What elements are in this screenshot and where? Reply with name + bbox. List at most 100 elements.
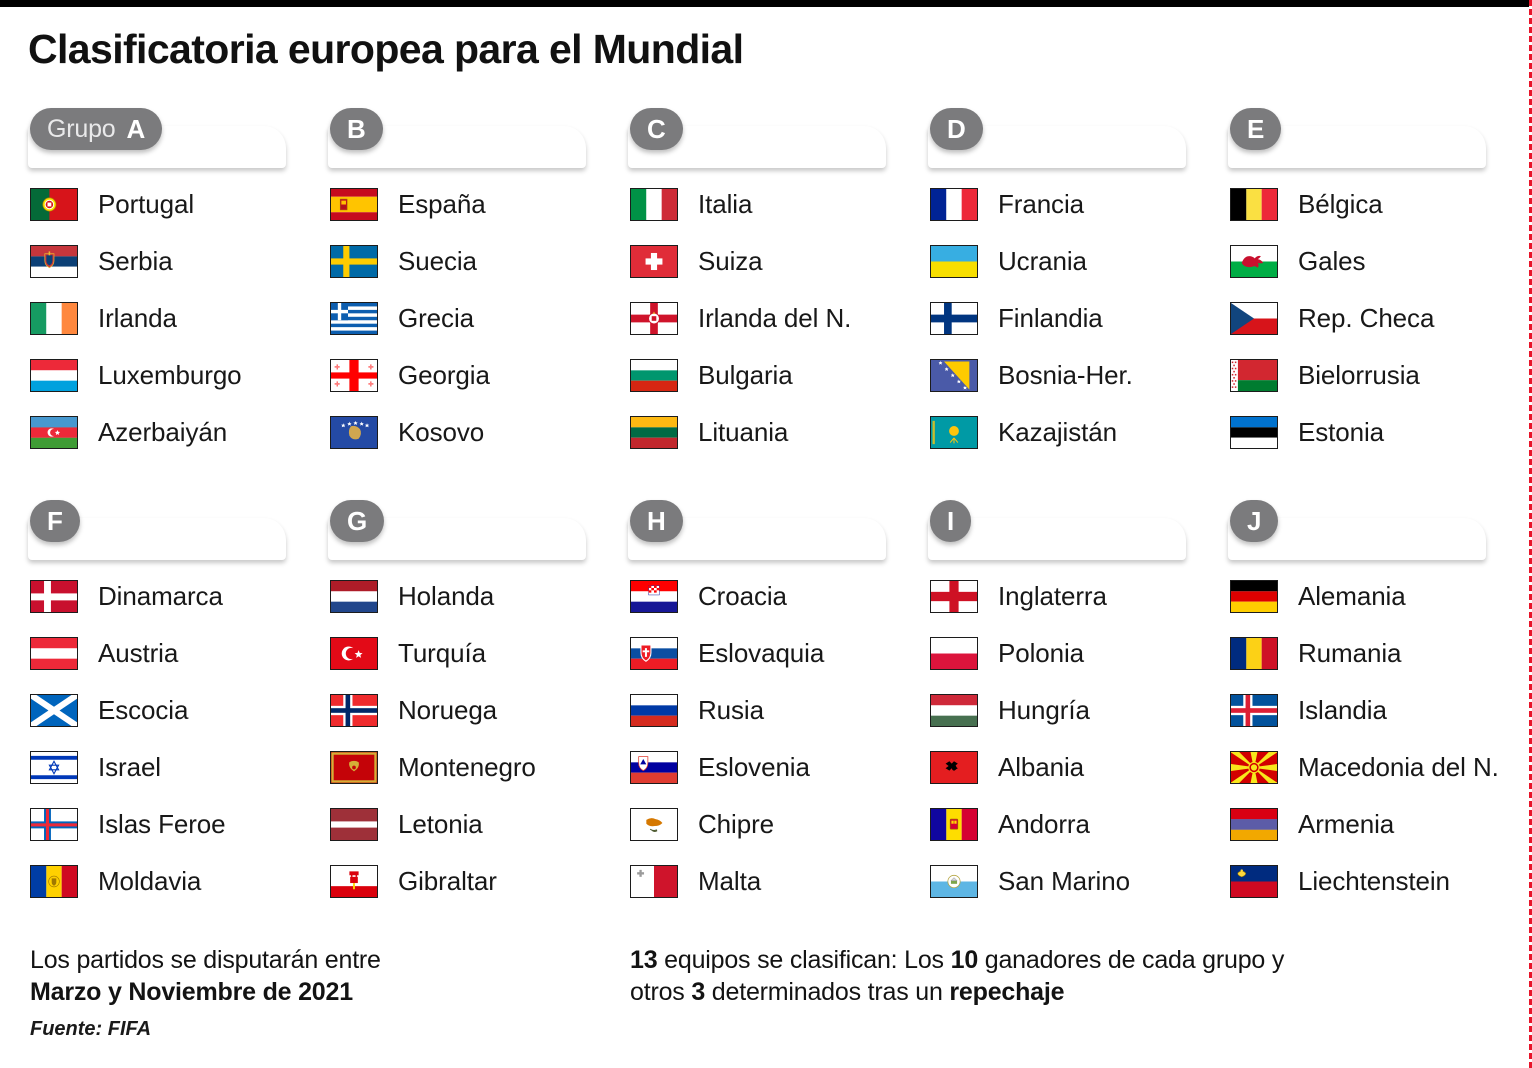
team-row[interactable]: Luxemburgo [0,347,300,404]
team-row[interactable]: Armenia [1200,796,1500,853]
team-row[interactable]: Moldavia [0,853,300,910]
flag-icon-al [930,751,978,784]
group-d: D Francia Ucrania Finlandia Bosnia-Her. Kazaj… [900,108,1200,449]
team-name: Escocia [98,695,189,725]
team-row[interactable]: Liechtenstein [1200,853,1500,910]
team-name: Eslovaquia [698,638,825,668]
group-badge-g[interactable]: G [330,500,385,542]
team-row[interactable]: Alemania [1200,568,1500,625]
team-row[interactable]: ✛ ✛ ✛ ✛ Georgia [300,347,600,404]
flag-icon-is [1230,694,1278,727]
group-header-b: B [300,108,600,176]
team-row[interactable]: Ucrania [900,233,1200,290]
team-name: Finlandia [998,303,1103,333]
team-name: Albania [998,752,1085,782]
team-row[interactable]: Dinamarca [0,568,300,625]
team-row[interactable]: Hungría [900,682,1200,739]
team-row[interactable]: Estonia [1200,404,1500,461]
footer-right: 13 equipos se clasifican: Los 10 ganador… [630,944,1320,1008]
group-badge-h[interactable]: H [630,500,683,542]
team-name: Bosnia-Her. [998,360,1133,390]
team-row[interactable]: Letonia [300,796,600,853]
team-row[interactable]: Kosovo [300,404,600,461]
team-row[interactable]: Irlanda del N. [600,290,900,347]
team-row[interactable]: Croacia [600,568,900,625]
team-row[interactable]: Finlandia [900,290,1200,347]
team-row[interactable]: Montenegro [300,739,600,796]
team-row[interactable]: Escocia [0,682,300,739]
team-row[interactable]: Holanda [300,568,600,625]
team-row[interactable]: Bulgaria [600,347,900,404]
flag-icon-mk [1230,751,1278,784]
team-row[interactable]: Suiza [600,233,900,290]
team-name: Polonia [998,638,1085,668]
group-badge-b[interactable]: B [330,108,383,150]
team-row[interactable]: Islas Feroe [0,796,300,853]
team-row[interactable]: Grecia [300,290,600,347]
team-row[interactable]: Irlanda [0,290,300,347]
flag-icon-ge: ✛ ✛ ✛ ✛ [330,359,378,392]
team-row[interactable]: Austria [0,625,300,682]
team-row[interactable]: Rumania [1200,625,1500,682]
flag-icon-kz [930,416,978,449]
team-row[interactable]: Bosnia-Her. [900,347,1200,404]
team-row[interactable]: Gales [1200,233,1500,290]
team-row[interactable]: Rep. Checa [1200,290,1500,347]
team-row[interactable]: Portugal [0,176,300,233]
team-row[interactable]: Eslovaquia [600,625,900,682]
footer-right-part: 3 [691,978,706,1006]
team-row[interactable]: Italia [600,176,900,233]
team-row[interactable]: Inglaterra [900,568,1200,625]
group-header-i: I [900,500,1200,568]
team-name: San Marino [998,866,1130,896]
group-badge-d[interactable]: D [930,108,983,150]
team-name: Georgia [398,360,490,390]
footer-right-part: equipos se clasifican: Los [657,946,951,974]
group-badge-c[interactable]: C [630,108,683,150]
team-row[interactable]: España [300,176,600,233]
team-row[interactable]: Polonia [900,625,1200,682]
team-row[interactable]: Bélgica [1200,176,1500,233]
team-name: Letonia [398,809,483,839]
team-row[interactable]: Suecia [300,233,600,290]
team-row[interactable]: Serbia [0,233,300,290]
team-row[interactable]: Rusia [600,682,900,739]
group-badge-j[interactable]: J [1230,500,1279,542]
team-row[interactable]: San Marino [900,853,1200,910]
group-letter-label: F [47,505,63,536]
flag-icon-lu [30,359,78,392]
team-row[interactable]: Gibraltar [300,853,600,910]
group-badge-a[interactable]: Grupo A [30,108,163,150]
team-row[interactable]: Macedonia del N. [1200,739,1500,796]
flag-icon-se [330,245,378,278]
team-row[interactable]: Noruega [300,682,600,739]
flag-icon-hu [930,694,978,727]
team-row[interactable]: Bielorrusia [1200,347,1500,404]
group-b: B España Suecia Grecia ✛ ✛ ✛ ✛ Georgia Kosovo [300,108,600,449]
footer-left: Los partidos se disputarán entre Marzo y… [30,944,630,1008]
team-row[interactable]: Albania [900,739,1200,796]
team-row[interactable]: Andorra [900,796,1200,853]
flag-icon-dk [30,580,78,613]
team-row[interactable]: Eslovenia [600,739,900,796]
group-word-label: Grupo [47,114,116,143]
group-badge-f[interactable]: F [30,500,80,542]
team-row[interactable]: Malta [600,853,900,910]
group-badge-e[interactable]: E [1230,108,1282,150]
flag-icon-gi [330,865,378,898]
team-name: Bulgaria [698,360,793,390]
team-row[interactable]: Lituania [600,404,900,461]
team-name: Ucrania [998,246,1087,276]
team-row[interactable]: Turquía [300,625,600,682]
team-name: Islandia [1298,695,1387,725]
team-row[interactable]: Chipre [600,796,900,853]
team-row[interactable]: Islandia [1200,682,1500,739]
group-badge-i[interactable]: I [930,500,972,542]
flag-icon-sk [630,637,678,670]
team-row[interactable]: Azerbaiyán [0,404,300,461]
team-name: Moldavia [98,866,202,896]
team-row[interactable]: Francia [900,176,1200,233]
team-row[interactable]: Israel [0,739,300,796]
team-row[interactable]: Kazajistán [900,404,1200,461]
flag-icon-ad [930,808,978,841]
